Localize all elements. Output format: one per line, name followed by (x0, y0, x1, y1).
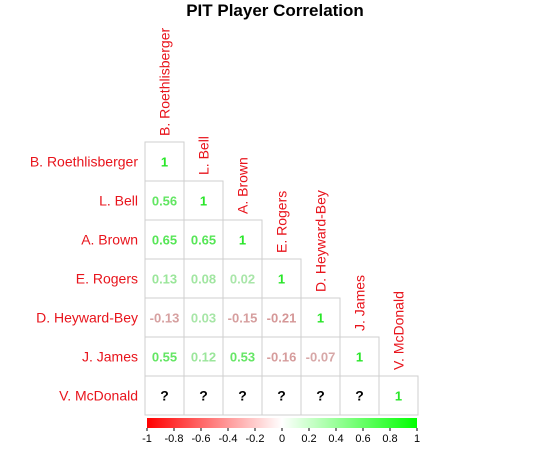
cell-value: 1 (161, 155, 168, 170)
row-label: E. Rogers (76, 271, 138, 287)
cell-value: 1 (239, 233, 246, 248)
column-label: E. Rogers (274, 191, 290, 253)
row-label: D. Heyward-Bey (36, 310, 138, 326)
heatmap-cell: -0.13 (144, 297, 185, 338)
cell-value: 0.03 (191, 311, 216, 326)
cell-value: -0.13 (150, 311, 180, 326)
heatmap-cell: 1 (183, 180, 224, 221)
column-label: B. Roethlisberger (157, 27, 173, 136)
heatmap-cell: ? (339, 375, 380, 416)
heatmap-cell: ? (183, 375, 224, 416)
column-label: J. James (352, 275, 368, 331)
column-label: V. McDonald (391, 291, 407, 370)
heatmap-cell: ? (144, 375, 185, 416)
heatmap-cell: 1 (144, 141, 185, 182)
cell-value: -0.15 (228, 311, 258, 326)
tick-label: 0 (279, 433, 285, 445)
cell-value: ? (238, 388, 247, 404)
cell-value: 0.13 (152, 272, 177, 287)
heatmap-cell: ? (261, 375, 302, 416)
tick-label: -1 (142, 433, 152, 445)
heatmap-cell: 1 (339, 336, 380, 377)
cell-value: ? (277, 388, 286, 404)
heatmap-cell: 0.65 (183, 219, 224, 260)
row-label: B. Roethlisberger (30, 154, 139, 170)
cell-value: -0.21 (267, 311, 297, 326)
tick-label: -0.2 (246, 433, 265, 445)
heatmap-cell: -0.21 (261, 297, 302, 338)
column-label: D. Heyward-Bey (313, 190, 329, 292)
heatmap-cell: 0.53 (222, 336, 263, 377)
cell-value: 0.53 (230, 350, 255, 365)
cell-value: ? (355, 388, 364, 404)
cell-value: 1 (278, 272, 285, 287)
cell-value: 0.08 (191, 272, 216, 287)
tick-label: -0.4 (219, 433, 238, 445)
column-label: A. Brown (235, 157, 251, 214)
heatmap-cell: 0.02 (222, 258, 263, 299)
tick-label: 0.8 (382, 433, 397, 445)
cell-value: -0.07 (306, 350, 336, 365)
heatmap-cell: -0.15 (222, 297, 263, 338)
tick-label: 0.4 (328, 433, 343, 445)
cell-value: ? (316, 388, 325, 404)
heatmap-cell: -0.07 (300, 336, 341, 377)
heatmap-cell: 1 (261, 258, 302, 299)
color-scale-ticks: -1 -0.8 -0.6 -0.4 -0.2 0 0.2 0.4 0.6 0.8 1 (142, 428, 420, 445)
heatmap-cell: 0.13 (144, 258, 185, 299)
cell-value: 0.56 (152, 194, 177, 209)
cell-value: 0.55 (152, 350, 177, 365)
heatmap-cell: 1 (222, 219, 263, 260)
heatmap-cell: 0.55 (144, 336, 185, 377)
heatmap-cell: ? (222, 375, 263, 416)
cell-value: 1 (356, 350, 363, 365)
cell-value: ? (160, 388, 169, 404)
tick-label: -0.6 (192, 433, 211, 445)
cell-value: 1 (317, 311, 324, 326)
cell-value: 0.65 (152, 233, 177, 248)
row-label: V. McDonald (59, 388, 138, 404)
heatmap-cell: 0.03 (183, 297, 224, 338)
tick-label: 1 (414, 433, 420, 445)
cell-value: 1 (395, 389, 402, 404)
heatmap-cell: ? (300, 375, 341, 416)
heatmap-cell: 0.56 (144, 180, 185, 221)
heatmap-cell: 1 (300, 297, 341, 338)
cell-value: 0.02 (230, 272, 255, 287)
cell-value: 0.12 (191, 350, 216, 365)
cell-value: -0.16 (267, 350, 297, 365)
tick-label: 0.2 (301, 433, 316, 445)
heatmap-cell: 0.08 (183, 258, 224, 299)
row-label: J. James (82, 349, 138, 365)
color-scale-bar (147, 418, 417, 428)
cell-value: ? (199, 388, 208, 404)
chart-title: PIT Player Correlation (186, 1, 364, 20)
tick-label: 0.6 (355, 433, 370, 445)
row-labels: B. Roethlisberger L. Bell A. Brown E. Roger… (30, 154, 139, 404)
cell-value: 0.65 (191, 233, 216, 248)
column-labels: B. Roethlisberger L. Bell A. Brown E. Roger… (157, 27, 407, 370)
heatmap-cell: 0.12 (183, 336, 224, 377)
tick-label: -0.8 (165, 433, 184, 445)
heatmap-cell: -0.16 (261, 336, 302, 377)
heatmap-cell: 1 (378, 375, 419, 416)
color-scale (147, 418, 417, 428)
heatmap-cell: 0.65 (144, 219, 185, 260)
row-label: L. Bell (99, 193, 138, 209)
cell-value: 1 (200, 194, 207, 209)
heatmap-cells: 1 0.56 1 0.65 0.65 1 0.13 0.08 0.02 1 -0.13 0.03 -0.… (144, 141, 419, 416)
row-label: A. Brown (81, 232, 138, 248)
column-label: L. Bell (196, 136, 212, 175)
